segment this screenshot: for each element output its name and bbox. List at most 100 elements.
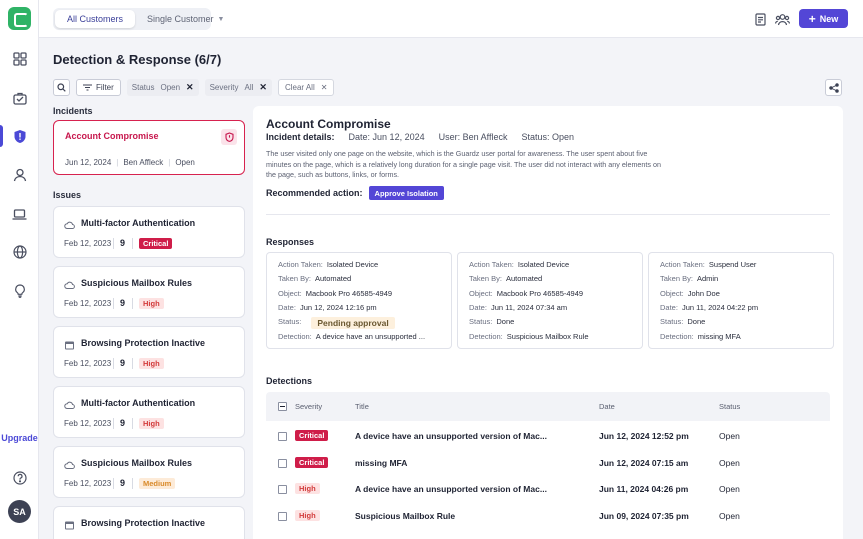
chip-value: Open [160, 83, 181, 92]
detail-status: Status: Open [522, 132, 575, 142]
response-row: Action Taken: Suspend User [660, 260, 756, 269]
response-value: Automated [314, 274, 352, 284]
table-row[interactable]: Critical missing MFA Jun 12, 2024 07:15 am… [266, 450, 830, 477]
response-row: Status: Done [660, 317, 705, 326]
tab-single-customer[interactable]: Single Customer ▼ [135, 10, 236, 28]
responses-heading: Responses [266, 237, 315, 247]
tab-all-customers[interactable]: All Customers [55, 10, 136, 28]
issue-date: Feb 12, 2023 [64, 299, 112, 308]
row-checkbox[interactable] [278, 485, 287, 494]
status-filter-chip[interactable]: Status Open ✕ [126, 79, 199, 96]
issue-count: 9 [120, 358, 126, 368]
response-row: Status: Pending approval [278, 317, 395, 330]
row-checkbox[interactable] [278, 458, 287, 468]
select-all-checkbox[interactable] [278, 402, 287, 411]
approve-isolation-button[interactable]: Approve Isolation [368, 186, 444, 200]
issue-card[interactable]: Multi-factor Authentication Feb 12, 2023 9… [53, 206, 245, 258]
users-icon[interactable] [774, 11, 790, 27]
cloud-icon [64, 398, 75, 409]
detection-status: Open [719, 431, 740, 441]
status-label: Status: [521, 132, 550, 142]
table-row[interactable]: High Suspicious Mailbox Rule Jun 09, 2024 … [266, 503, 830, 530]
row-checkbox[interactable] [278, 511, 287, 521]
response-row: Action Taken: Isolated Device [278, 260, 378, 269]
issues-list: Multi-factor Authentication Feb 12, 2023 9… [53, 206, 245, 539]
response-key: Date: [469, 302, 487, 312]
user-value: Ben Affleck [462, 132, 508, 142]
incident-card[interactable]: Account Compromise Jun 12, 2024 | Ben Af… [53, 120, 245, 175]
detail-user: User: Ben Affleck [439, 132, 508, 142]
issue-card[interactable]: Suspicious Mailbox Rules Feb 12, 2023 9 Med… [53, 446, 245, 498]
incident-date: Jun 12, 2024 [65, 158, 112, 167]
divider [132, 418, 133, 429]
briefcase-icon[interactable] [0, 83, 39, 113]
response-value: Suspicious Mailbox Rule [506, 331, 589, 341]
severity-filter-chip[interactable]: Severity All ✕ [204, 79, 272, 96]
column-header-title[interactable]: Title [355, 402, 369, 411]
detection-title[interactable]: missing MFA [355, 457, 408, 468]
issue-title: Multi-factor Authentication [81, 398, 196, 408]
issue-card[interactable]: Suspicious Mailbox Rules Feb 12, 2023 9 Hig… [53, 266, 245, 318]
clear-all-label: Clear All [284, 83, 315, 92]
response-value: Isolated Device [326, 260, 379, 269]
document-icon[interactable] [752, 11, 768, 27]
table-row[interactable]: High A device have an unsupported version… [266, 476, 830, 503]
severity-badge: High [139, 418, 164, 429]
detection-status: Open [719, 510, 740, 521]
incident-status: Open [175, 158, 195, 167]
filter-button[interactable]: Filter [76, 79, 121, 96]
response-key: Action Taken: [660, 260, 705, 269]
detail-date: Date: Jun 12, 2024 [349, 132, 425, 142]
response-row: Date: Jun 12, 2024 12:16 pm [278, 303, 377, 312]
issue-date: Feb 12, 2023 [64, 419, 112, 428]
lightbulb-icon[interactable] [0, 276, 39, 306]
response-row: Taken By: Automated [278, 274, 351, 283]
response-key: Detection: [278, 331, 312, 341]
table-header: Severity Title Date Status [266, 392, 830, 421]
upgrade-link[interactable]: Upgrade [1, 433, 38, 443]
detail-title: Account Compromise [266, 117, 391, 131]
response-key: Date: [660, 302, 678, 312]
issue-count: 9 [120, 478, 126, 488]
avatar[interactable]: SA [8, 500, 31, 523]
clear-all-button[interactable]: Clear All ✕ [277, 79, 335, 96]
table-row[interactable]: Critical A device have an unsupported ver… [266, 423, 830, 450]
detection-status: Open [719, 457, 740, 468]
incident-user: Ben Affleck [123, 158, 164, 167]
search-button[interactable] [53, 79, 70, 96]
close-icon[interactable]: ✕ [259, 82, 267, 92]
column-header-status[interactable]: Status [719, 402, 741, 411]
share-button[interactable] [825, 79, 842, 96]
divider [132, 478, 133, 489]
detection-title[interactable]: A device have an unsupported version of … [355, 431, 547, 441]
response-card: Action Taken: Suspend User Taken By: Admin O… [648, 252, 834, 349]
issue-card[interactable]: Browsing Protection Inactive [53, 506, 245, 539]
status-value: Open [552, 132, 575, 142]
laptop-icon[interactable] [0, 199, 39, 229]
user-icon[interactable] [0, 160, 39, 190]
issue-card[interactable]: Multi-factor Authentication Feb 12, 2023 9… [53, 386, 245, 438]
chip-value: All [244, 83, 254, 92]
divider [132, 298, 133, 309]
help-icon[interactable] [0, 463, 39, 493]
guardz-logo-icon[interactable] [8, 7, 31, 30]
dashboard-icon[interactable] [0, 44, 39, 74]
incident-title: Account Compromise [65, 131, 159, 141]
column-header-date[interactable]: Date [599, 402, 615, 411]
globe-icon[interactable] [0, 237, 39, 267]
column-header-severity[interactable]: Severity [295, 402, 323, 411]
divider [132, 358, 133, 369]
response-value: Automated [505, 274, 543, 284]
detection-title[interactable]: A device have an unsupported version of … [355, 484, 547, 494]
new-button[interactable]: + New [799, 9, 848, 28]
row-checkbox[interactable] [278, 432, 287, 441]
detection-date: Jun 12, 2024 07:15 am [599, 457, 689, 468]
detection-title[interactable]: Suspicious Mailbox Rule [355, 510, 456, 521]
close-icon[interactable]: ✕ [186, 82, 194, 92]
shield-icon[interactable] [0, 121, 39, 151]
response-value: Macbook Pro 46585-4949 [305, 288, 393, 298]
top-bar: All Customers Single Customer ▼ + New [39, 0, 863, 38]
response-value: Jun 11, 2024 04:22 pm [681, 302, 759, 312]
issue-card[interactable]: Browsing Protection Inactive Feb 12, 2023… [53, 326, 245, 378]
response-value: Suspend User [708, 260, 757, 269]
